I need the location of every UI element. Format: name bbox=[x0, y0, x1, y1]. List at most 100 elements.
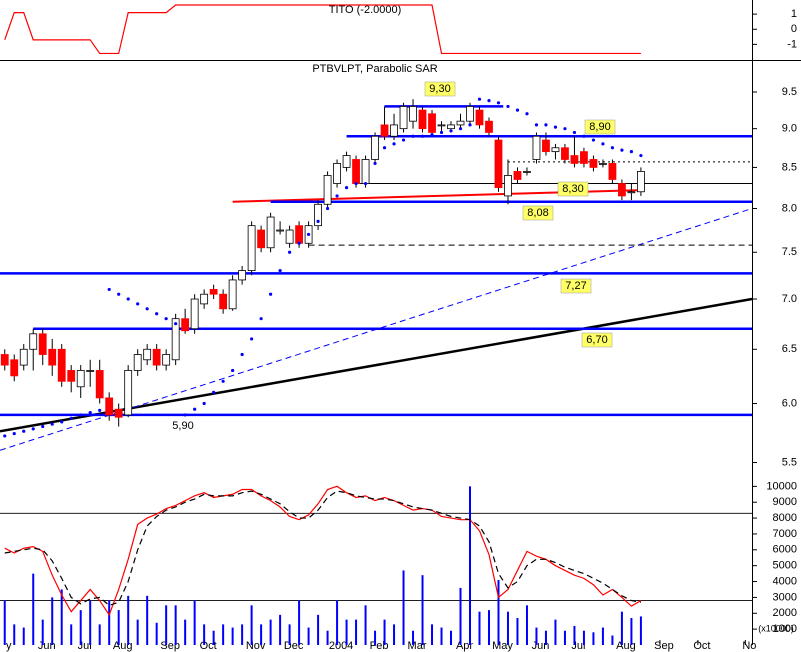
volume-bar bbox=[506, 611, 509, 645]
y-tick-label: 0 bbox=[791, 23, 797, 35]
candle-body bbox=[637, 171, 645, 193]
x-tick-label: Dec bbox=[284, 640, 304, 652]
candle-body bbox=[627, 191, 636, 194]
volume-bar bbox=[355, 619, 358, 645]
volume-bar bbox=[98, 624, 101, 645]
candle-body bbox=[219, 293, 228, 310]
volume-bar bbox=[70, 624, 73, 645]
sar-dot bbox=[591, 138, 596, 142]
y-tick-label: 1000 bbox=[773, 623, 797, 635]
y-tick-label: 1 bbox=[791, 8, 797, 20]
sar-dot bbox=[430, 133, 434, 137]
y-tick-label: 6.5 bbox=[782, 343, 797, 355]
level-label: 6,70 bbox=[586, 334, 607, 346]
volume-bar bbox=[487, 610, 490, 645]
sar-dot bbox=[259, 317, 263, 321]
volume-bar bbox=[89, 600, 92, 645]
candle-body bbox=[390, 124, 398, 137]
candle-body bbox=[10, 359, 19, 377]
sar-dot bbox=[79, 413, 83, 417]
volume-bar bbox=[231, 627, 234, 645]
volume-bar bbox=[393, 624, 396, 645]
sar-dot bbox=[610, 146, 615, 150]
sar-dot bbox=[278, 268, 282, 273]
volume-bar bbox=[364, 605, 367, 645]
volume-bar bbox=[165, 605, 168, 645]
sar-dot bbox=[3, 434, 7, 438]
sar-dot bbox=[563, 127, 567, 131]
candle-body bbox=[19, 348, 28, 366]
candle-body bbox=[276, 229, 285, 232]
volume-bar bbox=[469, 486, 471, 645]
candle-body bbox=[561, 147, 569, 160]
volume-bar bbox=[544, 630, 547, 645]
volume-bar bbox=[136, 619, 139, 645]
candle-body bbox=[171, 318, 180, 361]
y-tick-label: 7.5 bbox=[782, 246, 797, 258]
y-tick-label: 5000 bbox=[773, 560, 797, 572]
candle-body bbox=[475, 109, 484, 126]
sar-dot bbox=[174, 322, 178, 326]
candle-body bbox=[0, 354, 9, 366]
candle-body bbox=[380, 124, 389, 137]
sar-dot bbox=[316, 219, 320, 223]
volume-bar bbox=[440, 627, 443, 645]
sar-dot bbox=[69, 416, 73, 420]
sar-dot bbox=[629, 150, 634, 154]
sar-dot bbox=[325, 206, 330, 211]
sar-dot bbox=[202, 401, 206, 406]
candle-body bbox=[143, 348, 152, 361]
candle-body bbox=[285, 229, 294, 244]
volume-bar bbox=[611, 635, 614, 645]
sar-dot bbox=[126, 297, 130, 301]
volume-bar bbox=[279, 614, 282, 645]
volume-bar bbox=[193, 600, 196, 645]
sar-dot bbox=[117, 292, 121, 296]
candle-body bbox=[409, 106, 417, 122]
candle-body bbox=[162, 354, 171, 366]
sar-dot bbox=[240, 352, 244, 357]
level-label: 8,08 bbox=[527, 207, 548, 219]
level-label-box bbox=[560, 278, 592, 294]
sar-dot bbox=[572, 130, 577, 135]
candle-body bbox=[266, 216, 275, 249]
sar-dot bbox=[477, 97, 482, 101]
candle-body bbox=[523, 171, 531, 173]
y-tick-label: 8.5 bbox=[782, 161, 797, 173]
y-tick-label: 9.5 bbox=[782, 86, 797, 98]
volume-bar bbox=[32, 573, 35, 645]
level-label: 5,90 bbox=[172, 420, 193, 432]
y-tick-label: -1 bbox=[787, 38, 797, 50]
candle-body bbox=[295, 225, 303, 244]
candle-body bbox=[551, 147, 560, 153]
candle-body bbox=[238, 270, 247, 281]
candle-body bbox=[618, 183, 626, 197]
volume-bar bbox=[174, 605, 177, 645]
candle-body bbox=[371, 135, 379, 160]
candle-body bbox=[570, 155, 579, 164]
candle-body bbox=[418, 109, 427, 130]
y-tick-label: 10000 bbox=[766, 480, 797, 492]
sar-dot bbox=[269, 292, 273, 296]
candle-body bbox=[485, 120, 493, 133]
y-tick-label: 6000 bbox=[773, 544, 797, 556]
sar-dot bbox=[145, 307, 149, 311]
volume-bar bbox=[155, 622, 158, 645]
candle-body bbox=[323, 175, 332, 205]
volume-bar bbox=[117, 610, 120, 645]
volume-bar bbox=[345, 619, 348, 645]
volume-bar bbox=[374, 630, 377, 645]
volume-bar bbox=[478, 611, 481, 645]
candle-body bbox=[361, 159, 370, 184]
volume-bar bbox=[307, 627, 310, 645]
candle-body bbox=[48, 348, 57, 366]
level-label-box bbox=[424, 81, 456, 97]
volume-bar bbox=[573, 625, 576, 645]
volume-bar bbox=[60, 589, 63, 645]
candle-body bbox=[228, 279, 237, 310]
volume-bar bbox=[516, 618, 519, 645]
candle-body bbox=[29, 333, 38, 350]
x-tick-label: Oct bbox=[693, 640, 710, 652]
volume-bar bbox=[630, 618, 633, 645]
